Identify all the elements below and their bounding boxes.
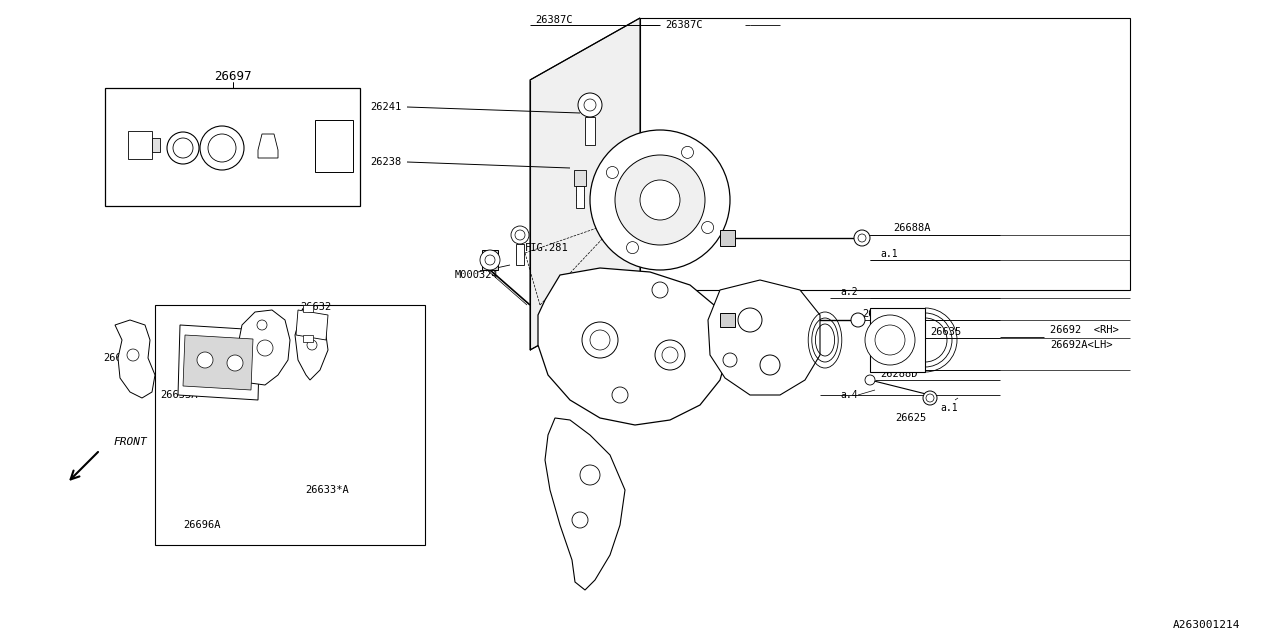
- Circle shape: [511, 226, 529, 244]
- Circle shape: [655, 340, 685, 370]
- Polygon shape: [294, 315, 328, 380]
- Polygon shape: [238, 310, 291, 385]
- Text: 26688: 26688: [861, 309, 893, 319]
- Polygon shape: [538, 268, 730, 425]
- Circle shape: [584, 99, 596, 111]
- Circle shape: [662, 347, 678, 363]
- Text: a.3: a.3: [890, 359, 908, 369]
- Bar: [155, 305, 425, 545]
- Polygon shape: [708, 280, 820, 395]
- Circle shape: [851, 313, 865, 327]
- Circle shape: [209, 134, 236, 162]
- Text: 26625: 26625: [895, 413, 927, 423]
- Bar: [315, 120, 353, 172]
- Text: 26288D: 26288D: [881, 369, 918, 379]
- Text: 26632: 26632: [300, 302, 332, 312]
- Text: 26688A: 26688A: [893, 223, 931, 233]
- Text: a.1: a.1: [131, 119, 148, 129]
- Circle shape: [876, 325, 905, 355]
- Circle shape: [579, 93, 602, 117]
- Circle shape: [865, 375, 876, 385]
- Polygon shape: [128, 131, 152, 159]
- Text: 26696A: 26696A: [183, 520, 220, 530]
- Bar: [105, 88, 360, 206]
- Text: 26692A<LH>: 26692A<LH>: [1050, 340, 1112, 350]
- Text: a.4: a.4: [840, 390, 858, 400]
- Bar: [640, 18, 1130, 290]
- Polygon shape: [585, 117, 595, 145]
- Circle shape: [858, 234, 867, 242]
- Circle shape: [200, 126, 244, 170]
- Circle shape: [760, 355, 780, 375]
- Circle shape: [923, 391, 937, 405]
- Circle shape: [197, 352, 212, 368]
- Circle shape: [582, 322, 618, 358]
- Polygon shape: [259, 134, 278, 158]
- Text: 26692  <RH>: 26692 <RH>: [1050, 325, 1119, 335]
- Circle shape: [701, 221, 714, 234]
- Polygon shape: [870, 308, 925, 372]
- Circle shape: [652, 282, 668, 298]
- Polygon shape: [303, 335, 314, 342]
- Circle shape: [127, 349, 140, 361]
- Polygon shape: [303, 305, 314, 312]
- Circle shape: [515, 230, 525, 240]
- Circle shape: [257, 320, 268, 330]
- Text: 26697: 26697: [214, 70, 251, 83]
- Circle shape: [257, 340, 273, 356]
- Text: 26633A: 26633A: [160, 390, 197, 400]
- Circle shape: [485, 255, 495, 265]
- Circle shape: [580, 465, 600, 485]
- Polygon shape: [183, 335, 253, 390]
- Text: 26238: 26238: [370, 157, 401, 167]
- Circle shape: [612, 387, 628, 403]
- Polygon shape: [721, 230, 735, 246]
- Circle shape: [480, 250, 500, 270]
- Polygon shape: [530, 18, 640, 350]
- Text: a.3: a.3: [214, 114, 230, 124]
- Circle shape: [925, 394, 934, 402]
- Text: 26387C: 26387C: [535, 15, 572, 25]
- Circle shape: [607, 166, 618, 179]
- Circle shape: [739, 308, 762, 332]
- Text: M000324: M000324: [454, 270, 499, 280]
- Polygon shape: [296, 310, 328, 340]
- Text: 26241: 26241: [370, 102, 401, 112]
- Polygon shape: [545, 418, 625, 590]
- Text: FIG.281: FIG.281: [525, 243, 568, 253]
- Circle shape: [572, 512, 588, 528]
- Polygon shape: [573, 170, 586, 186]
- Text: 26633*A: 26633*A: [305, 485, 348, 495]
- Text: 26633*B: 26633*B: [102, 353, 147, 363]
- Polygon shape: [152, 138, 160, 152]
- Circle shape: [307, 340, 317, 350]
- Circle shape: [723, 353, 737, 367]
- Circle shape: [626, 242, 639, 253]
- Circle shape: [614, 155, 705, 245]
- Circle shape: [590, 130, 730, 270]
- Polygon shape: [721, 313, 735, 327]
- Circle shape: [227, 355, 243, 371]
- Text: a.2: a.2: [840, 287, 858, 297]
- Text: a.1: a.1: [940, 403, 957, 413]
- Polygon shape: [576, 186, 584, 208]
- Text: A263001214: A263001214: [1172, 620, 1240, 630]
- Polygon shape: [516, 244, 524, 265]
- Circle shape: [590, 330, 611, 350]
- Circle shape: [681, 147, 694, 158]
- Polygon shape: [115, 320, 155, 398]
- Polygon shape: [178, 325, 260, 400]
- Text: FRONT: FRONT: [113, 437, 147, 447]
- Circle shape: [854, 230, 870, 246]
- Text: 26387C: 26387C: [666, 20, 703, 30]
- Polygon shape: [483, 250, 498, 270]
- Circle shape: [865, 315, 915, 365]
- Text: a.1: a.1: [881, 249, 897, 259]
- Text: 26635: 26635: [931, 327, 961, 337]
- Circle shape: [173, 138, 193, 158]
- Text: a.2: a.2: [174, 119, 192, 129]
- Text: a.4: a.4: [259, 121, 276, 131]
- Circle shape: [640, 180, 680, 220]
- Circle shape: [166, 132, 198, 164]
